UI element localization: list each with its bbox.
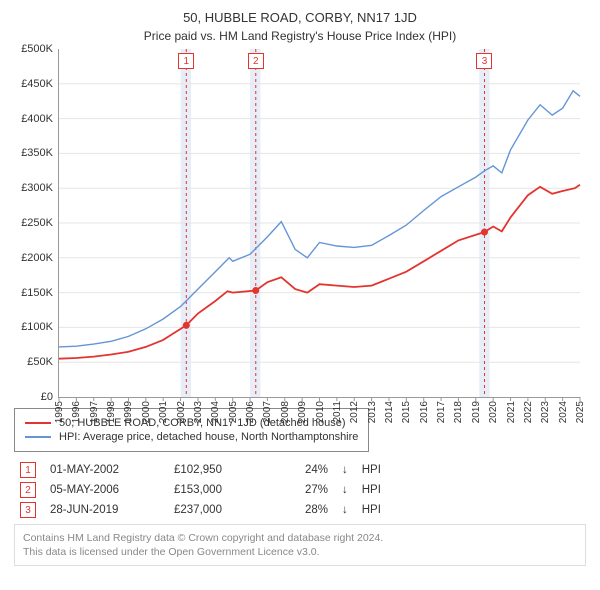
- x-tick: 2013: [367, 401, 378, 423]
- note-price: £153,000: [174, 484, 274, 496]
- x-tick: 1996: [71, 401, 82, 423]
- down-arrow-icon: ↓: [342, 504, 348, 516]
- y-tick: £500K: [21, 43, 53, 55]
- x-tick: 2008: [280, 401, 291, 423]
- marker-note-row: 3 28-JUN-2019 £237,000 28% ↓ HPI: [20, 502, 586, 518]
- x-tick: 2020: [488, 401, 499, 423]
- note-date: 01-MAY-2002: [50, 464, 160, 476]
- x-tick: 2019: [471, 401, 482, 423]
- note-pct: 28%: [288, 504, 328, 516]
- marker-flag: 3: [20, 502, 36, 518]
- y-tick: £250K: [21, 217, 53, 229]
- x-tick: 2025: [575, 401, 586, 423]
- x-tick: 2001: [158, 401, 169, 423]
- marker-notes: 1 01-MAY-2002 £102,950 24% ↓ HPI 2 05-MAY-2006 £…: [14, 462, 586, 518]
- x-tick: 2005: [228, 401, 239, 423]
- y-tick: £0: [41, 391, 53, 403]
- x-tick: 2017: [436, 401, 447, 423]
- x-tick: 2002: [176, 401, 187, 423]
- note-tail: HPI: [362, 504, 381, 516]
- y-tick: £50K: [27, 356, 53, 368]
- y-tick: £100K: [21, 321, 53, 333]
- legend-label: HPI: Average price, detached house, Nort…: [59, 431, 358, 443]
- x-tick: 1995: [54, 401, 65, 423]
- marker-flag: 2: [248, 53, 264, 69]
- x-tick: 2011: [332, 401, 343, 423]
- x-tick: 1998: [106, 401, 117, 423]
- footer-line: This data is licensed under the Open Gov…: [23, 545, 577, 559]
- marker-note-row: 1 01-MAY-2002 £102,950 24% ↓ HPI: [20, 462, 586, 478]
- x-tick: 2018: [453, 401, 464, 423]
- y-tick: £300K: [21, 182, 53, 194]
- x-tick: 1997: [89, 401, 100, 423]
- x-tick: 2014: [384, 401, 395, 423]
- chart-subtitle: Price paid vs. HM Land Registry's House …: [14, 29, 586, 43]
- note-pct: 27%: [288, 484, 328, 496]
- footer-line: Contains HM Land Registry data © Crown c…: [23, 531, 577, 545]
- legend-row: HPI: Average price, detached house, Nort…: [25, 431, 358, 443]
- y-tick: £200K: [21, 252, 53, 264]
- x-tick: 2007: [262, 401, 273, 423]
- note-tail: HPI: [362, 464, 381, 476]
- chart-area: £0£50K£100K£150K£200K£250K£300K£350K£400…: [58, 49, 580, 398]
- x-tick: 2021: [506, 401, 517, 423]
- x-tick: 2023: [540, 401, 551, 423]
- x-tick: 2022: [523, 401, 534, 423]
- legend-swatch: [25, 436, 51, 438]
- note-tail: HPI: [362, 484, 381, 496]
- marker-flag: 3: [476, 53, 492, 69]
- x-tick: 2009: [297, 401, 308, 423]
- x-tick: 2015: [401, 401, 412, 423]
- note-price: £102,950: [174, 464, 274, 476]
- note-date: 28-JUN-2019: [50, 504, 160, 516]
- marker-flag: 1: [20, 462, 36, 478]
- x-tick: 2024: [558, 401, 569, 423]
- x-tick: 2003: [193, 401, 204, 423]
- y-tick: £150K: [21, 287, 53, 299]
- note-price: £237,000: [174, 504, 274, 516]
- x-tick: 1999: [123, 401, 134, 423]
- chart-title: 50, HUBBLE ROAD, CORBY, NN17 1JD: [14, 10, 586, 25]
- y-tick: £450K: [21, 78, 53, 90]
- x-tick: 2010: [315, 401, 326, 423]
- x-tick: 2006: [245, 401, 256, 423]
- footer: Contains HM Land Registry data © Crown c…: [14, 524, 586, 566]
- page: 50, HUBBLE ROAD, CORBY, NN17 1JD Price p…: [0, 0, 600, 590]
- marker-note-row: 2 05-MAY-2006 £153,000 27% ↓ HPI: [20, 482, 586, 498]
- y-tick: £400K: [21, 113, 53, 125]
- note-date: 05-MAY-2006: [50, 484, 160, 496]
- x-tick: 2012: [349, 401, 360, 423]
- x-tick: 2004: [210, 401, 221, 423]
- y-tick: £350K: [21, 147, 53, 159]
- note-pct: 24%: [288, 464, 328, 476]
- chart-svg: [59, 49, 580, 397]
- marker-flag: 2: [20, 482, 36, 498]
- legend-swatch: [25, 422, 51, 424]
- down-arrow-icon: ↓: [342, 464, 348, 476]
- x-tick: 2016: [419, 401, 430, 423]
- down-arrow-icon: ↓: [342, 484, 348, 496]
- x-tick: 2000: [141, 401, 152, 423]
- marker-flag: 1: [178, 53, 194, 69]
